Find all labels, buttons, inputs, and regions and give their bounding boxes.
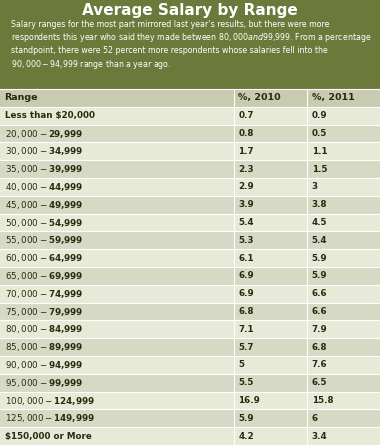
Bar bbox=[0, 338, 380, 356]
Text: 4.2: 4.2 bbox=[238, 432, 254, 441]
Text: $35,000-$39,999: $35,000-$39,999 bbox=[5, 163, 83, 175]
Bar bbox=[0, 267, 380, 285]
Bar bbox=[0, 374, 380, 392]
Text: 6: 6 bbox=[312, 414, 318, 423]
Bar bbox=[0, 231, 380, 249]
Text: 3: 3 bbox=[312, 182, 318, 191]
Text: 6.6: 6.6 bbox=[312, 289, 327, 298]
Bar bbox=[0, 125, 380, 142]
Text: 7.1: 7.1 bbox=[238, 325, 254, 334]
Text: 4.5: 4.5 bbox=[312, 218, 327, 227]
Bar bbox=[0, 89, 380, 107]
Text: 6.8: 6.8 bbox=[312, 343, 327, 352]
Text: $50,000-$54,999: $50,000-$54,999 bbox=[5, 217, 83, 228]
Text: 2.9: 2.9 bbox=[238, 182, 254, 191]
Text: 15.8: 15.8 bbox=[312, 396, 333, 405]
Text: $80,000-$84,999: $80,000-$84,999 bbox=[5, 324, 83, 335]
Text: $100,000-$124,999: $100,000-$124,999 bbox=[5, 395, 95, 406]
Text: 0.9: 0.9 bbox=[312, 111, 327, 120]
Text: $70,000-$74,999: $70,000-$74,999 bbox=[5, 288, 83, 299]
Bar bbox=[0, 392, 380, 409]
Text: 0.8: 0.8 bbox=[238, 129, 253, 138]
Bar bbox=[0, 214, 380, 231]
Text: 1.7: 1.7 bbox=[238, 147, 254, 156]
Text: Less than $20,000: Less than $20,000 bbox=[5, 111, 95, 120]
Text: 6.8: 6.8 bbox=[238, 307, 254, 316]
Text: Average Salary by Range: Average Salary by Range bbox=[82, 3, 298, 18]
Text: 0.7: 0.7 bbox=[238, 111, 254, 120]
Bar bbox=[0, 160, 380, 178]
Bar bbox=[0, 303, 380, 320]
Text: 5: 5 bbox=[238, 360, 244, 369]
Text: $150,000 or More: $150,000 or More bbox=[5, 432, 91, 441]
Bar bbox=[0, 178, 380, 196]
Text: 6.6: 6.6 bbox=[312, 307, 327, 316]
Bar bbox=[0, 285, 380, 303]
Text: 7.9: 7.9 bbox=[312, 325, 327, 334]
Text: 6.9: 6.9 bbox=[238, 289, 254, 298]
Bar bbox=[0, 427, 380, 445]
Text: $20,000-$29,999: $20,000-$29,999 bbox=[5, 128, 83, 139]
Bar bbox=[0, 196, 380, 214]
Text: 5.4: 5.4 bbox=[312, 236, 327, 245]
Text: %, 2011: %, 2011 bbox=[312, 93, 354, 102]
Text: 7.6: 7.6 bbox=[312, 360, 327, 369]
Text: 5.9: 5.9 bbox=[312, 271, 327, 280]
Text: $95,000-$99,999: $95,000-$99,999 bbox=[5, 377, 83, 388]
Text: 3.8: 3.8 bbox=[312, 200, 327, 209]
Text: Range: Range bbox=[5, 93, 38, 102]
Text: 5.5: 5.5 bbox=[238, 378, 253, 387]
Text: 3.9: 3.9 bbox=[238, 200, 254, 209]
Text: $60,000-$64,999: $60,000-$64,999 bbox=[5, 252, 83, 264]
Text: $75,000-$79,999: $75,000-$79,999 bbox=[5, 306, 83, 317]
Text: $45,000-$49,999: $45,000-$49,999 bbox=[5, 199, 83, 210]
Text: Salary ranges for the most part mirrored last year’s results, but there were mor: Salary ranges for the most part mirrored… bbox=[11, 20, 372, 71]
Text: 6.5: 6.5 bbox=[312, 378, 327, 387]
Text: 5.9: 5.9 bbox=[238, 414, 254, 423]
Text: 6.1: 6.1 bbox=[238, 254, 254, 263]
Text: $90,000-$94,999: $90,000-$94,999 bbox=[5, 359, 83, 371]
Bar bbox=[0, 320, 380, 338]
Bar bbox=[0, 249, 380, 267]
Text: 1.5: 1.5 bbox=[312, 165, 327, 174]
Text: $65,000-$69,999: $65,000-$69,999 bbox=[5, 270, 83, 282]
Text: 6.9: 6.9 bbox=[238, 271, 254, 280]
Text: $85,000-$89,999: $85,000-$89,999 bbox=[5, 341, 83, 353]
Text: 16.9: 16.9 bbox=[238, 396, 260, 405]
Text: 2.3: 2.3 bbox=[238, 165, 254, 174]
Text: $125,000-$149,999: $125,000-$149,999 bbox=[5, 413, 95, 424]
Bar bbox=[0, 107, 380, 125]
Text: 0.5: 0.5 bbox=[312, 129, 327, 138]
Text: $55,000-$59,999: $55,000-$59,999 bbox=[5, 235, 83, 246]
Bar bbox=[0, 409, 380, 427]
Text: 5.7: 5.7 bbox=[238, 343, 254, 352]
Text: 1.1: 1.1 bbox=[312, 147, 327, 156]
Bar bbox=[0, 142, 380, 160]
Text: 5.9: 5.9 bbox=[312, 254, 327, 263]
Text: $40,000-$44,999: $40,000-$44,999 bbox=[5, 181, 83, 193]
Text: 3.4: 3.4 bbox=[312, 432, 327, 441]
Text: %, 2010: %, 2010 bbox=[238, 93, 281, 102]
Text: 5.4: 5.4 bbox=[238, 218, 254, 227]
Bar bbox=[0, 356, 380, 374]
Text: 5.3: 5.3 bbox=[238, 236, 254, 245]
Text: $30,000-$34,999: $30,000-$34,999 bbox=[5, 146, 83, 157]
